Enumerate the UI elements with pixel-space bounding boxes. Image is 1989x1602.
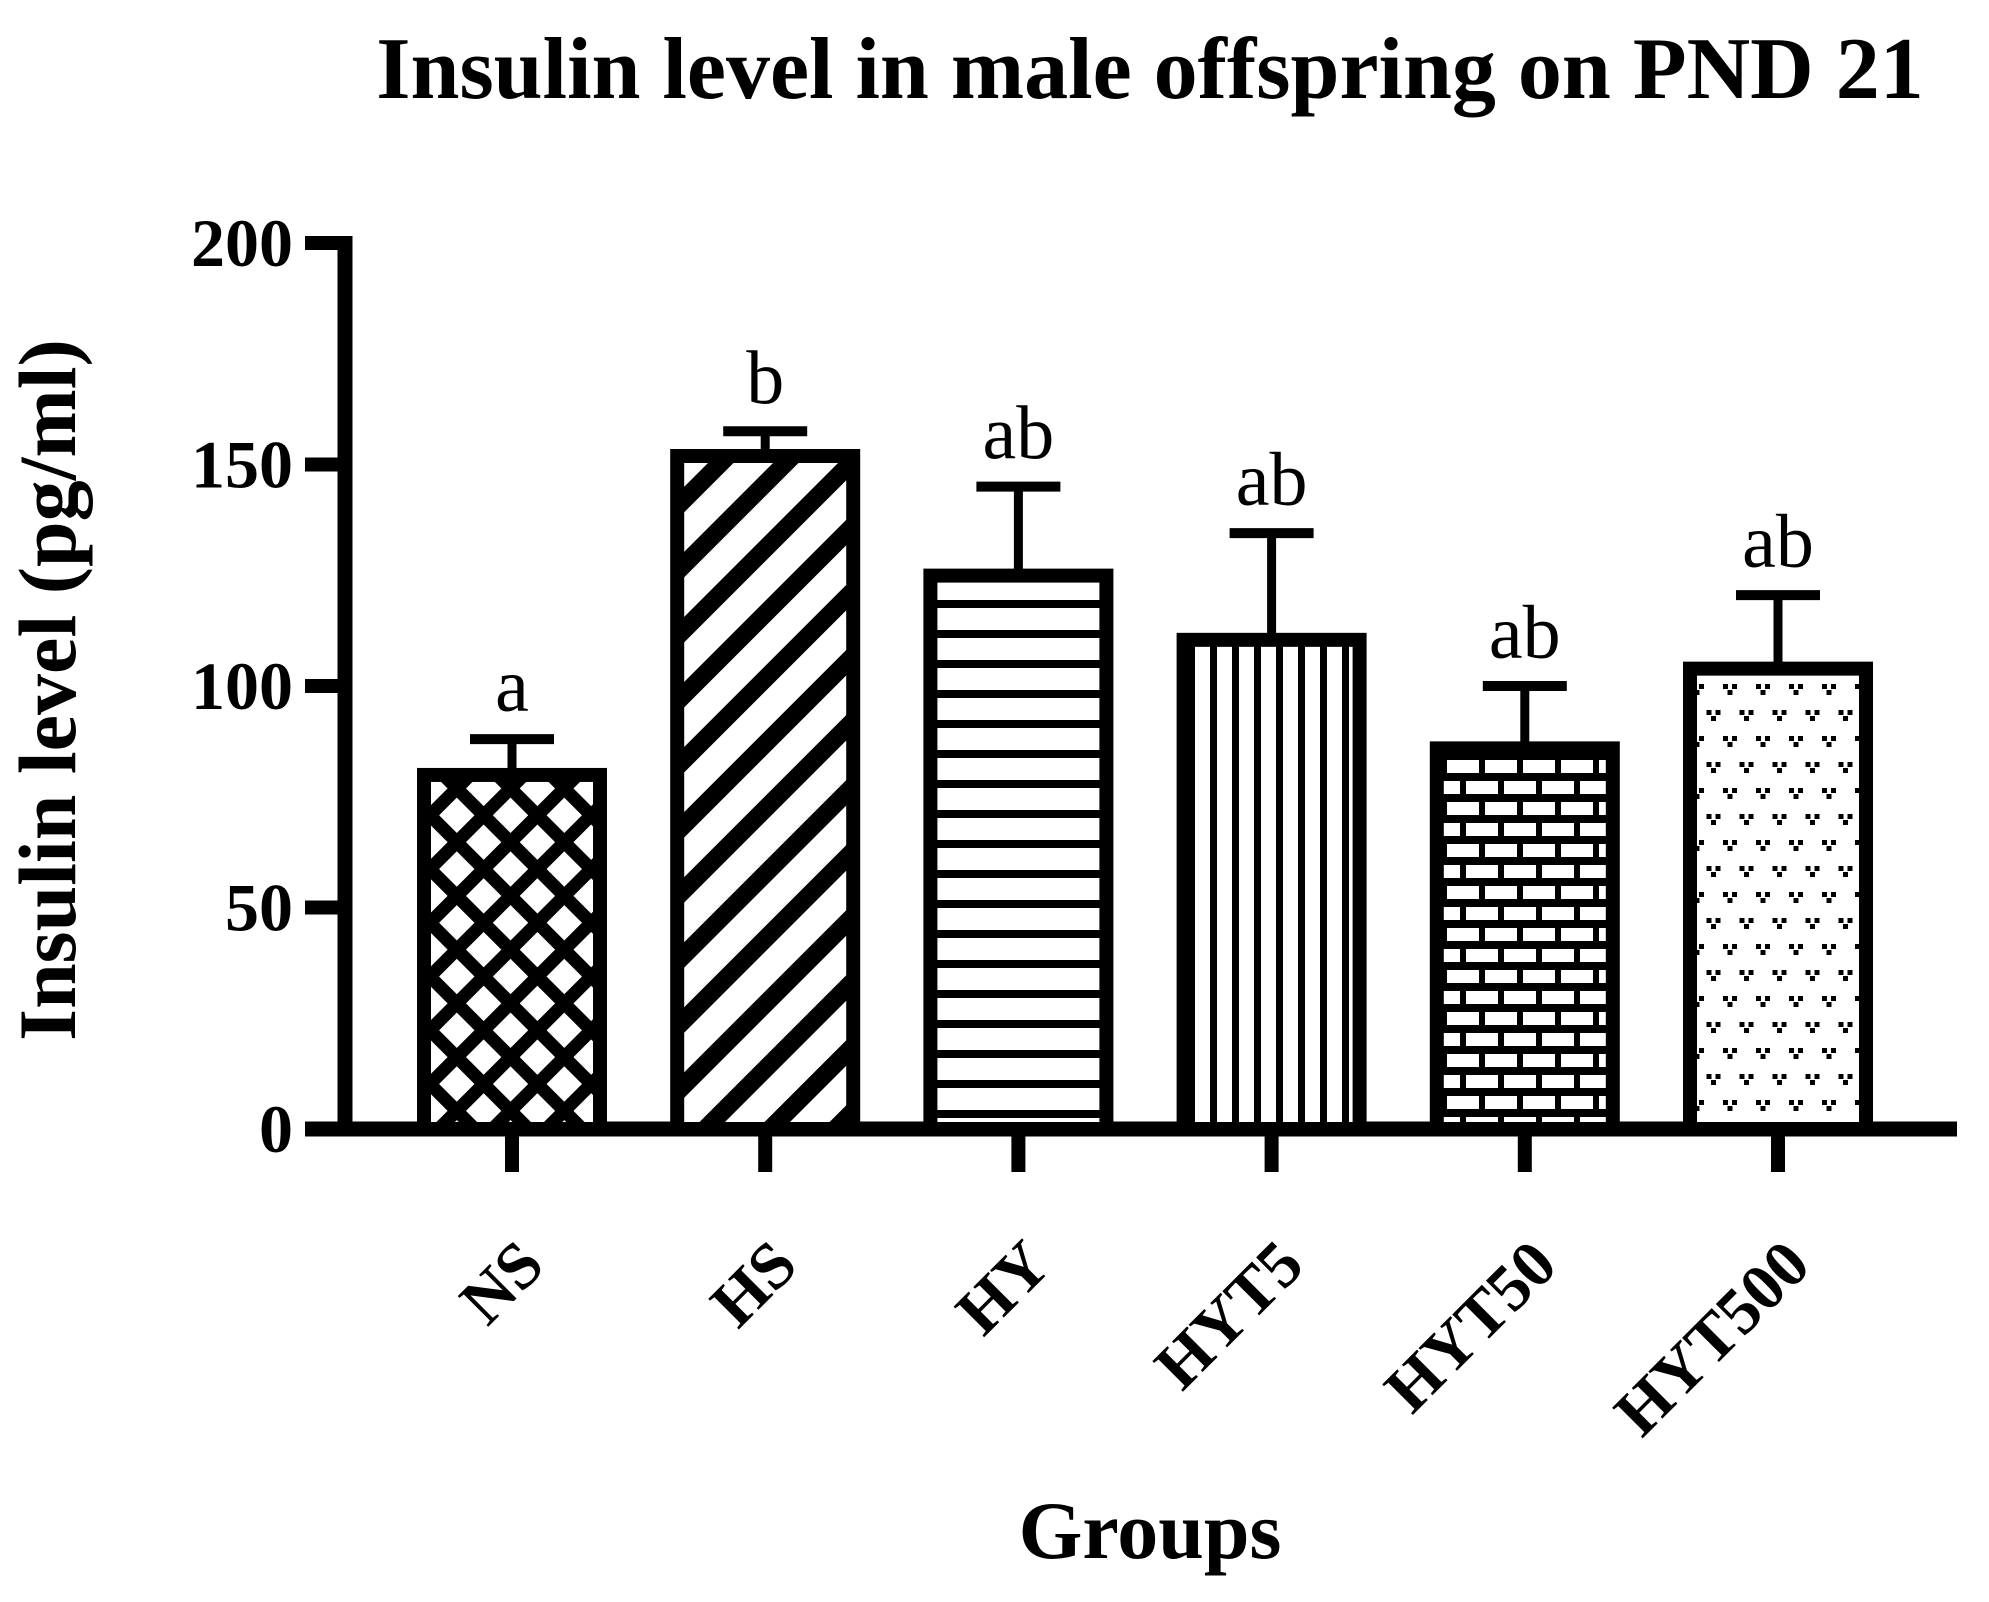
significance-label-hy: ab bbox=[983, 392, 1055, 476]
bar-hs bbox=[670, 448, 861, 1136]
bars: a NS b HS ab HY ab HYT5 ab HYT50 ab HYT500 bbox=[417, 336, 1873, 1450]
significance-label-ns: a bbox=[495, 644, 529, 728]
bar-hy bbox=[923, 568, 1114, 1136]
y-tick-label-100: 100 bbox=[191, 648, 293, 724]
x-tick-label-ns: NS bbox=[446, 1227, 557, 1338]
y-tick-label-0: 0 bbox=[259, 1091, 293, 1167]
x-tick-label-hyt500: HYT500 bbox=[1601, 1227, 1824, 1450]
x-axis-title: Groups bbox=[1019, 1485, 1282, 1576]
significance-label-hs: b bbox=[746, 336, 784, 420]
significance-label-hyt500: ab bbox=[1742, 500, 1814, 584]
x-tick-label-hs: HS bbox=[697, 1227, 811, 1341]
chart-title: Insulin level in male offspring on PND 2… bbox=[376, 21, 1923, 118]
x-tick-label-hyt5: HYT5 bbox=[1141, 1227, 1317, 1403]
bar-hyt50 bbox=[1429, 741, 1620, 1136]
x-tick-label-hy: HY bbox=[942, 1227, 1064, 1349]
bar-ns bbox=[417, 767, 607, 1137]
bar-hyt5 bbox=[1176, 632, 1367, 1137]
y-tick-label-50: 50 bbox=[225, 870, 293, 946]
x-tick-label-hyt50: HYT50 bbox=[1371, 1227, 1570, 1426]
significance-label-hyt5: ab bbox=[1236, 438, 1308, 522]
y-tick-label-200: 200 bbox=[191, 205, 293, 281]
y-axis-ticks: 0 50 100 150 200 bbox=[191, 205, 345, 1167]
significance-label-hyt50: ab bbox=[1489, 591, 1561, 675]
bar-hyt500 bbox=[1683, 661, 1873, 1136]
y-tick-label-150: 150 bbox=[191, 427, 293, 503]
y-axis-title: Insulin level (pg/ml) bbox=[2, 339, 93, 1041]
